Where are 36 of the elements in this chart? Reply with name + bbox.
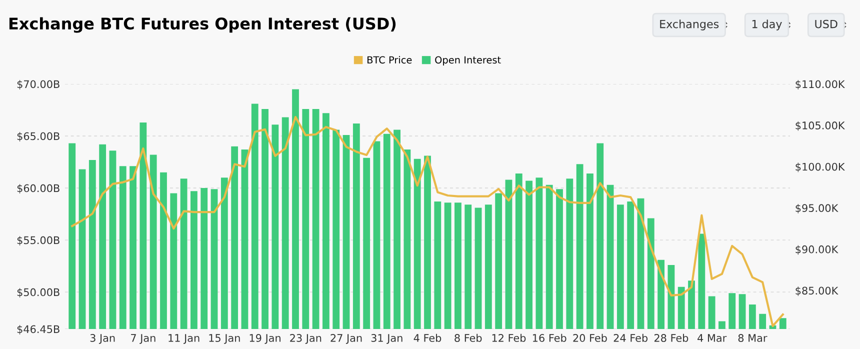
y-tick-label: $55.00B bbox=[17, 236, 60, 246]
x-tick-label: 12 Feb bbox=[492, 334, 526, 342]
x-tick-label: 16 Feb bbox=[532, 334, 566, 342]
line-series bbox=[71, 116, 784, 328]
y-tick-label: $65.00B bbox=[17, 132, 60, 142]
x-tick-label: 28 Feb bbox=[654, 334, 688, 342]
y-tick-label: $60.00B bbox=[17, 184, 60, 194]
x-tick-label: 4 Feb bbox=[414, 334, 442, 342]
y-tick-label: $70.00B bbox=[17, 80, 60, 90]
y2-tick-label: $90.00K bbox=[796, 245, 838, 255]
text: USD bbox=[815, 20, 838, 28]
x-tick-label: 4 Mar bbox=[698, 334, 727, 342]
legend-label: BTC Price bbox=[368, 56, 412, 64]
text: 1 day bbox=[752, 20, 782, 30]
x-tick-label: 3 Jan bbox=[90, 334, 115, 344]
x-tick-label: 11 Jan bbox=[168, 334, 200, 344]
y-tick-label: $46.45B bbox=[17, 325, 60, 334]
x-tick-label: 20 Feb bbox=[573, 334, 607, 342]
x-tick-label: 31 Jan bbox=[371, 334, 402, 344]
y2-tick-label: $100.00K bbox=[796, 162, 845, 172]
legend-label: Open Interest bbox=[435, 56, 501, 66]
x-tick-label: 7 Jan bbox=[131, 334, 156, 344]
y-tick-label: $50.00B bbox=[17, 288, 60, 298]
y2-tick-label: $95.00K bbox=[796, 204, 838, 214]
x-tick-label: 8 Feb bbox=[454, 334, 482, 342]
y2-tick-label: $110.00K bbox=[796, 80, 845, 90]
x-tick-label: 15 Jan bbox=[209, 334, 240, 344]
x-tick-label: 23 Jan bbox=[290, 334, 322, 344]
x-tick-label: 24 Feb bbox=[614, 334, 648, 342]
x-tick-label: 19 Jan bbox=[250, 334, 280, 344]
y2-tick-label: $85.00K bbox=[796, 286, 838, 296]
x-tick-label: 27 Jan bbox=[330, 334, 362, 344]
text: Exchanges bbox=[660, 20, 719, 30]
y2-tick-label: $105.00K bbox=[796, 121, 845, 131]
x-tick-label: 8 Mar bbox=[738, 334, 768, 342]
chart-title: Exchange BTC Futures Open Interest (USD) bbox=[9, 17, 396, 33]
